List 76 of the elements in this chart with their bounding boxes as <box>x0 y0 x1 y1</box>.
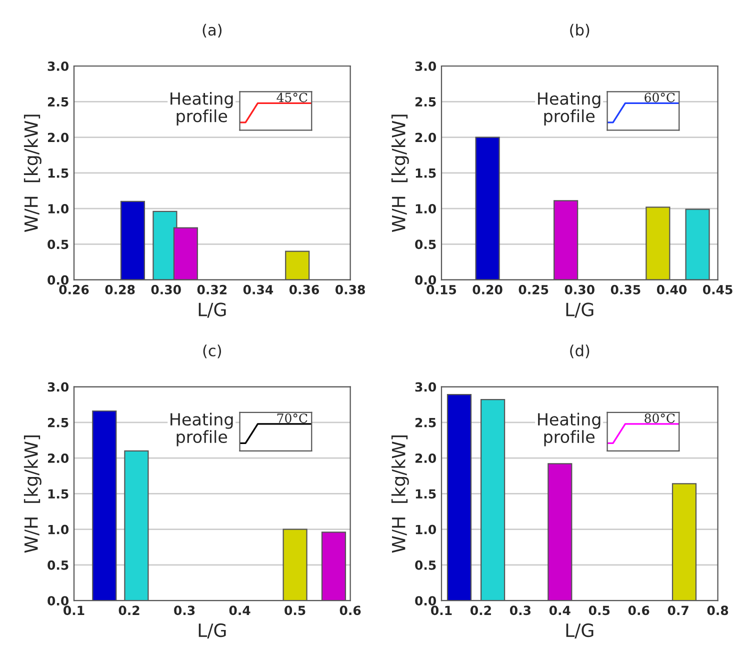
y-tick-label: 1.5 <box>48 168 68 178</box>
annotation: Heating profile <box>170 412 233 446</box>
x-tick-label: 0.40 <box>656 284 687 294</box>
y-tick-label: 0.5 <box>415 240 436 250</box>
x-axis-title: L/G <box>566 302 594 318</box>
y-axis-title: W/H [kg/kW] <box>391 114 409 232</box>
x-axis-title: L/G <box>198 623 226 639</box>
y-tick-label: 1.5 <box>416 489 436 499</box>
annotation: Heating profile <box>538 412 600 446</box>
x-tick-label: 0.7 <box>668 606 688 616</box>
x-tick-label: 0.15 <box>426 284 456 294</box>
x-tick-label: 0.1 <box>64 606 84 616</box>
x-tick-label: 0.4 <box>549 606 570 616</box>
y-tick-label: 1.0 <box>48 204 69 214</box>
y-tick-label: 2.5 <box>415 97 436 107</box>
chart-title: (d) <box>570 344 590 358</box>
y-tick-label: 2.0 <box>48 132 69 142</box>
x-tick-label: 0.36 <box>289 284 320 294</box>
chart-title: (b) <box>570 24 590 38</box>
y-tick-label: 0.5 <box>48 560 68 570</box>
y-tick-label: 2.0 <box>48 454 69 463</box>
y-tick-label: 0.0 <box>415 596 436 606</box>
y-tick-label: 0.0 <box>415 275 436 285</box>
annotation: Heating profile <box>170 92 233 126</box>
y-tick-label: 3.0 <box>48 61 69 71</box>
y-tick-label: 1.0 <box>416 204 436 214</box>
x-tick-label: 0.28 <box>105 284 135 294</box>
x-tick-label: 0.45 <box>702 284 732 294</box>
y-tick-label: 3.0 <box>48 382 69 392</box>
x-tick-label: 0.38 <box>335 284 365 294</box>
x-tick-label: 0.1 <box>431 606 452 616</box>
x-tick-label: 0.8 <box>707 606 728 616</box>
y-tick-label: 0.0 <box>48 596 69 606</box>
x-tick-label: 0.30 <box>564 284 594 294</box>
x-tick-label: 0.26 <box>59 284 89 294</box>
x-tick-label: 0.5 <box>588 606 610 616</box>
x-tick-label: 0.30 <box>151 284 181 294</box>
x-axis-title: L/G <box>198 302 226 318</box>
y-tick-label: 2.0 <box>415 132 436 142</box>
x-tick-label: 0.4 <box>229 606 250 616</box>
x-tick-label: 0.3 <box>174 606 195 616</box>
y-tick-label: 2.0 <box>415 454 436 463</box>
chart-title: (a) <box>202 24 222 38</box>
x-tick-label: 0.25 <box>518 284 548 294</box>
x-tick-label: 0.20 <box>472 284 502 294</box>
x-tick-label: 0.6 <box>628 606 650 616</box>
annotation: Heating profile <box>538 92 600 126</box>
annotation: 60°C <box>644 92 675 102</box>
y-tick-label: 1.5 <box>416 168 436 178</box>
y-tick-label: 1.0 <box>48 524 69 534</box>
y-tick-label: 0.0 <box>48 275 69 285</box>
y-tick-label: 2.5 <box>415 418 436 428</box>
y-axis-title: W/H [kg/kW] <box>24 114 42 232</box>
x-tick-label: 0.2 <box>470 606 491 616</box>
x-tick-label: 0.35 <box>610 284 640 294</box>
y-axis-title: W/H [kg/kW] <box>391 436 409 553</box>
x-tick-label: 0.32 <box>197 284 226 294</box>
y-tick-label: 1.0 <box>416 524 436 534</box>
x-tick-label: 0.3 <box>510 606 531 616</box>
y-tick-label: 0.5 <box>415 560 436 570</box>
y-axis-title: W/H [kg/kW] <box>24 436 42 553</box>
y-tick-label: 2.5 <box>48 97 68 107</box>
x-tick-label: 0.5 <box>284 606 306 616</box>
y-tick-label: 0.5 <box>48 240 68 250</box>
annotation: 80°C <box>644 414 675 423</box>
x-tick-label: 0.6 <box>340 606 361 616</box>
annotation: 70°C <box>277 414 308 423</box>
y-tick-label: 2.5 <box>48 418 68 428</box>
y-tick-label: 1.5 <box>48 489 68 499</box>
y-tick-label: 3.0 <box>415 382 436 392</box>
y-tick-label: 3.0 <box>415 61 436 71</box>
chart-title: (c) <box>203 344 221 358</box>
annotation: 45°C <box>276 92 308 102</box>
x-tick-label: 0.34 <box>243 284 274 294</box>
x-axis-title: L/G <box>566 623 594 639</box>
x-tick-label: 0.2 <box>118 606 140 616</box>
